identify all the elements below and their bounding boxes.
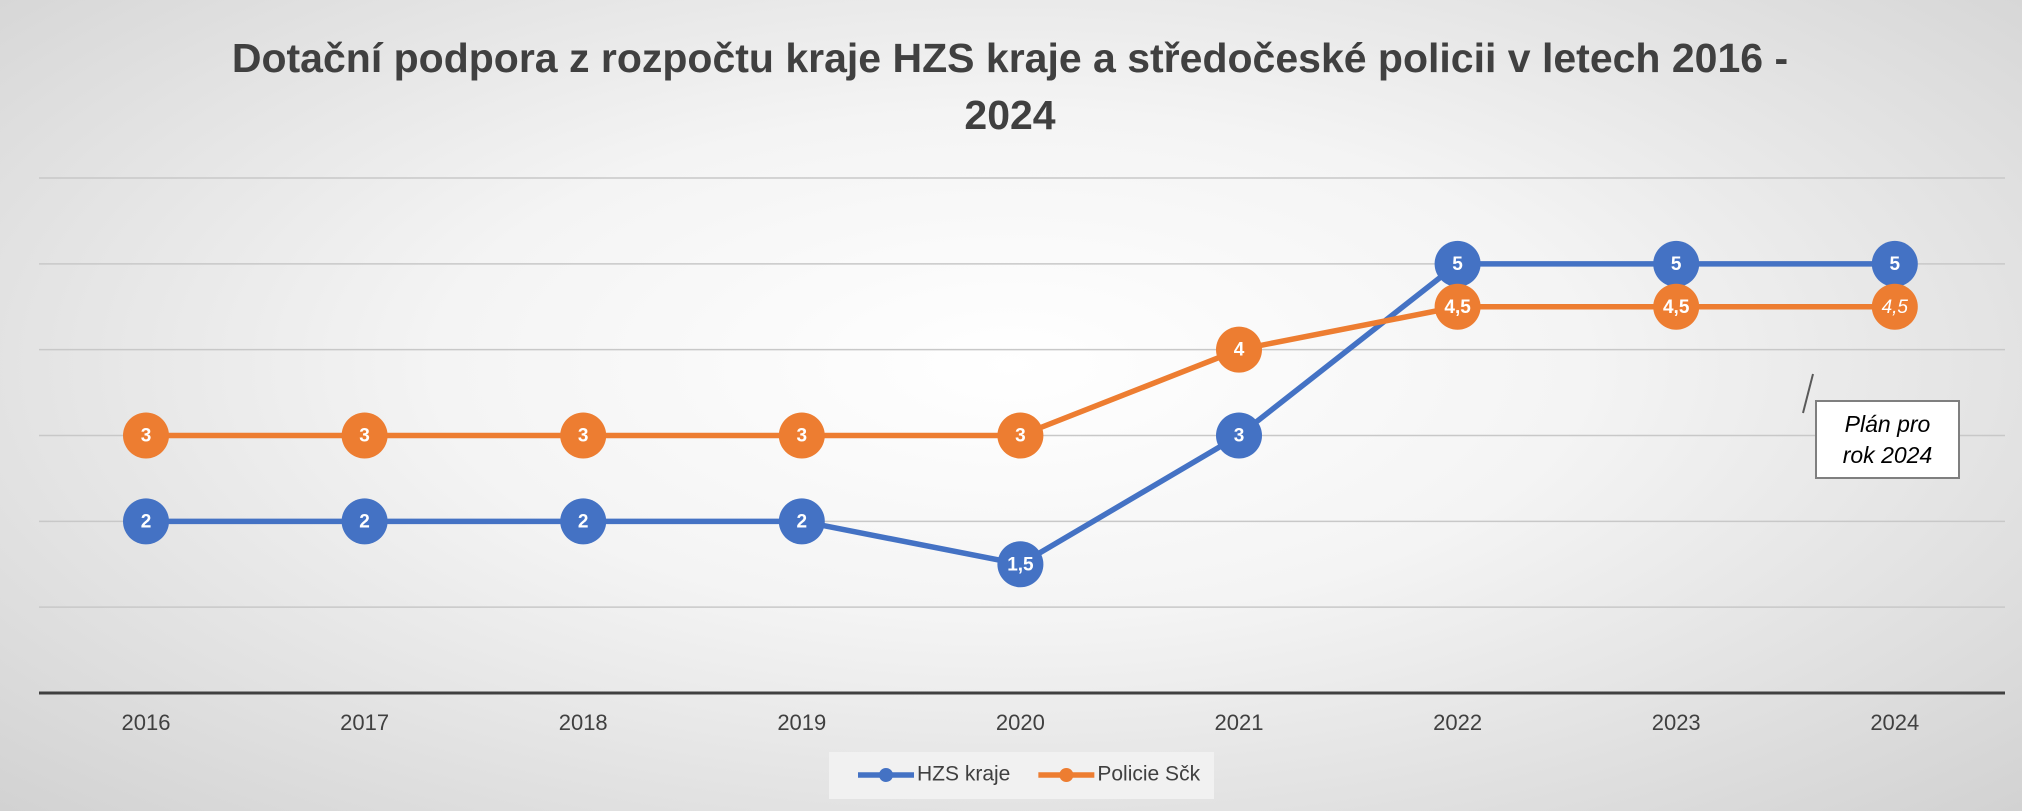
data-label: 3 [578, 426, 589, 447]
x-tick-label: 2017 [340, 710, 389, 735]
marker [1216, 412, 1262, 459]
marker [1653, 240, 1700, 287]
marker [997, 412, 1044, 459]
data-label: 2 [141, 511, 152, 532]
marker [1216, 326, 1262, 373]
data-label: 5 [1671, 254, 1682, 275]
data-label: 3 [141, 426, 152, 447]
data-label: 4,5 [1663, 297, 1690, 318]
chart-title: Dotační podpora z rozpočtu kraje HZS kra… [231, 35, 1789, 138]
marker [1871, 240, 1918, 287]
marker [1434, 283, 1481, 330]
annotation-leader [1802, 373, 1814, 414]
legend-label: Policie Sčk [1097, 763, 1200, 786]
marker [560, 412, 607, 459]
legend-label: HZS kraje [917, 763, 1010, 786]
data-label: 2 [578, 511, 589, 532]
marker [1653, 283, 1700, 330]
x-tick-label: 2018 [559, 710, 608, 735]
data-label: 2 [797, 511, 808, 532]
x-tick-label: 2016 [122, 710, 171, 735]
marker [997, 541, 1044, 588]
marker [341, 412, 388, 459]
marker [1871, 283, 1918, 330]
data-label: 4,5 [1882, 297, 1909, 318]
x-tick-label: 2020 [996, 710, 1045, 735]
marker [778, 412, 825, 459]
x-tick-label: 2024 [1870, 710, 1919, 735]
data-label: 2 [359, 511, 370, 532]
marker [560, 498, 607, 545]
legend-marker [879, 768, 893, 782]
data-label: 3 [1234, 426, 1245, 447]
data-label: 3 [1015, 426, 1026, 447]
legend-marker [1059, 768, 1074, 782]
x-tick-label: 2022 [1433, 710, 1482, 735]
marker [341, 498, 388, 545]
marker [778, 498, 825, 545]
data-label: 4 [1234, 340, 1245, 361]
data-label: 5 [1890, 254, 1901, 275]
data-label: 1,5 [1007, 554, 1034, 575]
data-label: 4,5 [1444, 297, 1471, 318]
x-tick-label: 2021 [1215, 710, 1264, 735]
data-label: 3 [359, 426, 370, 447]
data-label: 5 [1452, 254, 1463, 275]
x-tick-label: 2019 [777, 710, 826, 735]
marker [123, 412, 169, 459]
x-tick-label: 2023 [1652, 710, 1701, 735]
data-label: 3 [797, 426, 808, 447]
marker [1434, 240, 1481, 287]
marker [123, 498, 169, 545]
annotation: Plán pro rok 2024 [1815, 400, 1960, 479]
